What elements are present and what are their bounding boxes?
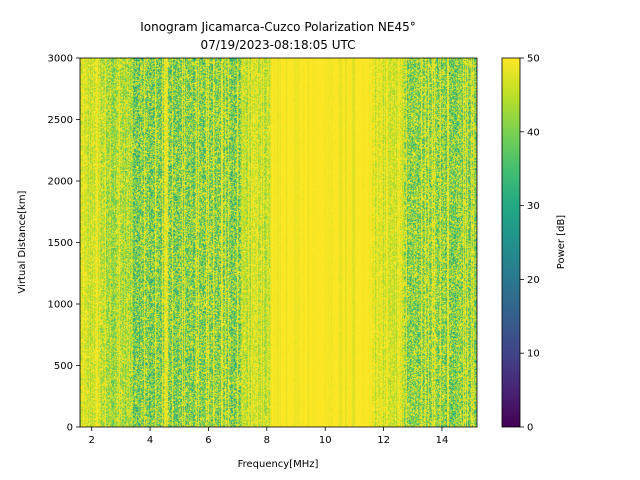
- colorbar-gradient: [502, 58, 520, 427]
- y-tick-label: 0: [67, 423, 73, 434]
- colorbar-label: Power [dB]: [556, 215, 567, 270]
- colorbar-tick-label: 20: [527, 275, 540, 286]
- x-axis: 2 4 6 8 10 12 14: [88, 427, 448, 446]
- heatmap-image: [80, 58, 477, 427]
- colorbar-tick-label: 0: [527, 423, 533, 434]
- colorbar-tick-label: 40: [527, 127, 540, 138]
- x-tick-label: 12: [377, 435, 390, 446]
- colorbar-tick-label: 30: [527, 201, 540, 212]
- y-tick-label: 1500: [48, 238, 73, 249]
- colorbar-axis: 0 10 20 30 40 50: [520, 54, 540, 434]
- chart-title-line-2: 07/19/2023-08:18:05 UTC: [201, 38, 356, 52]
- y-tick-label: 2500: [48, 115, 73, 126]
- y-tick-label: 1000: [48, 300, 73, 311]
- x-tick-label: 4: [147, 435, 153, 446]
- x-tick-label: 8: [264, 435, 270, 446]
- colorbar: 0 10 20 30 40 50 Power [dB]: [501, 54, 567, 434]
- x-tick-label: 2: [88, 435, 94, 446]
- x-tick-label: 6: [205, 435, 211, 446]
- y-tick-label: 500: [54, 361, 73, 372]
- chart-title-line-1: Ionogram Jicamarca-Cuzco Polarization NE…: [140, 20, 415, 34]
- y-axis-label: Virtual Distance[km]: [17, 190, 28, 293]
- x-axis-label: Frequency[MHz]: [238, 459, 319, 470]
- heatmap-plot-area: [79, 57, 478, 428]
- y-axis: 0 500 1000 1500 2000 2500 3000: [48, 54, 80, 434]
- y-tick-label: 3000: [48, 54, 73, 65]
- colorbar-tick-label: 10: [527, 349, 540, 360]
- x-tick-label: 10: [319, 435, 332, 446]
- colorbar-tick-label: 50: [527, 54, 540, 65]
- y-tick-label: 2000: [48, 177, 73, 188]
- colorbar-frame: [501, 57, 521, 428]
- x-tick-label: 14: [436, 435, 449, 446]
